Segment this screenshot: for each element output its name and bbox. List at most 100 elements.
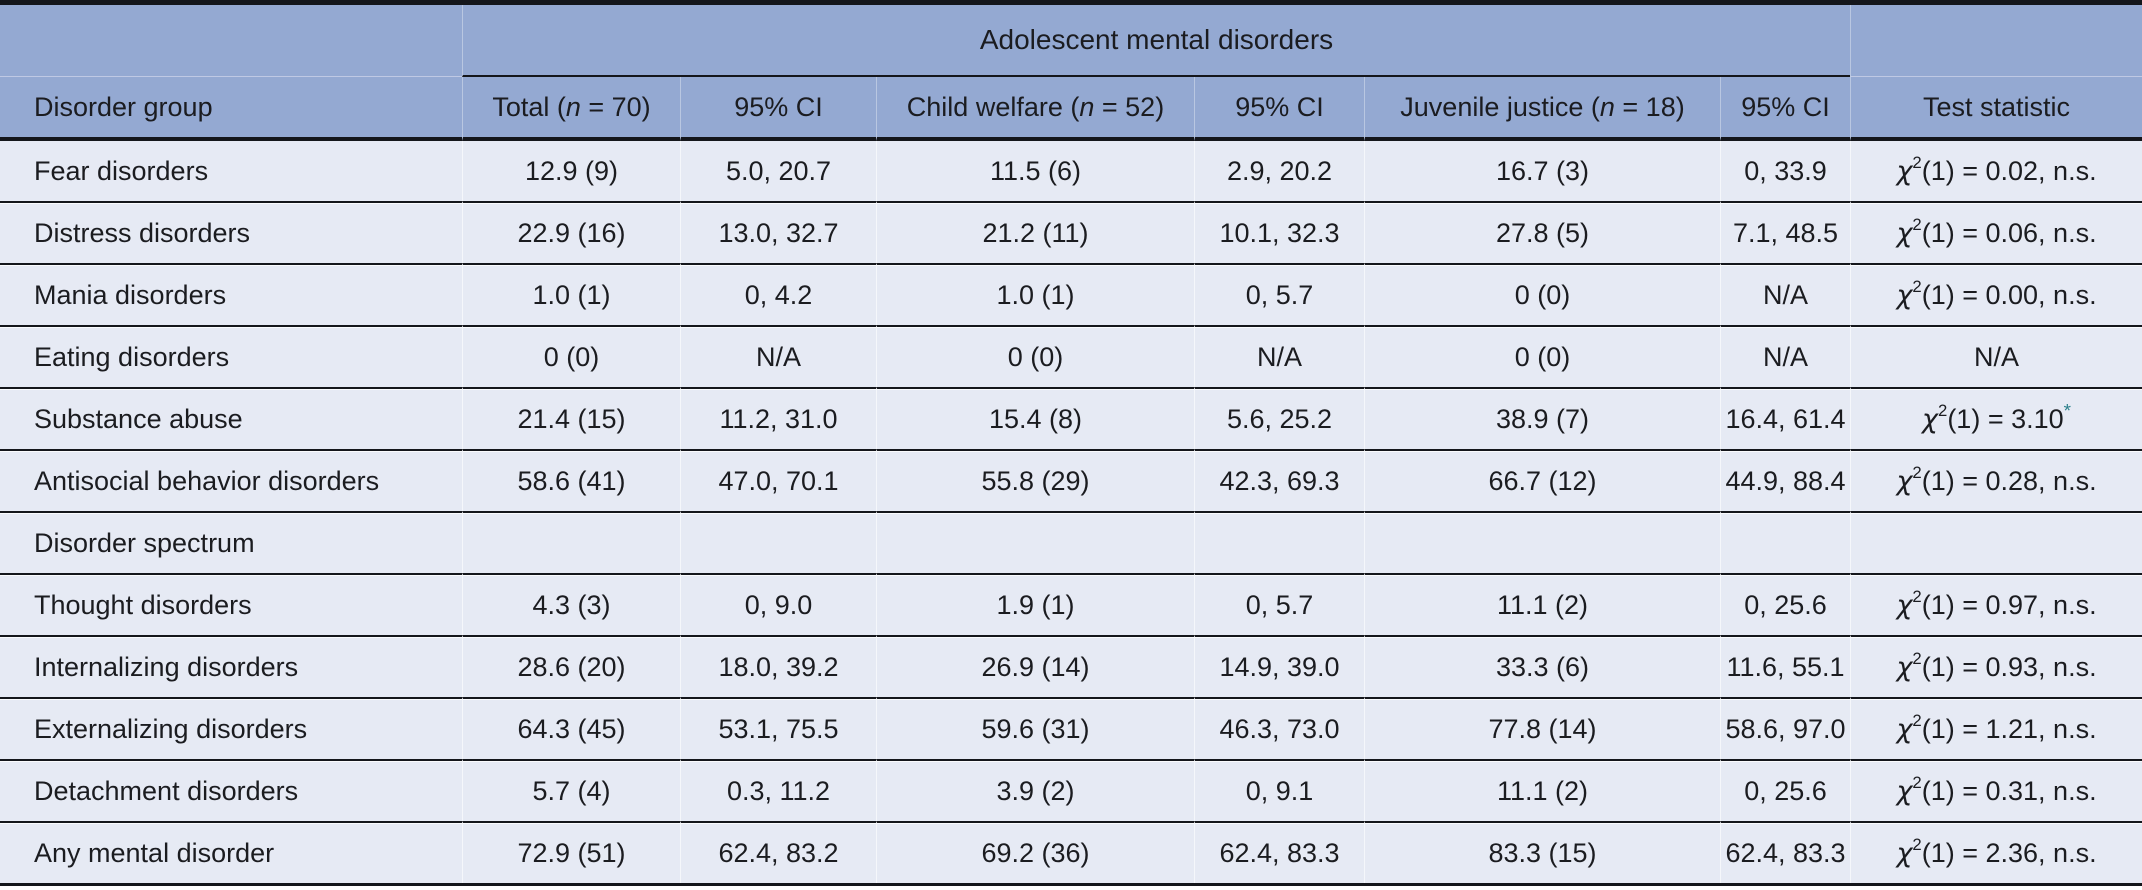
- cell-juvenile-justice: 16.7 (3): [1364, 141, 1720, 201]
- cell-ci-child-welfare: 62.4, 83.3: [1194, 821, 1364, 883]
- cell-juvenile-justice: 66.7 (12): [1364, 449, 1720, 511]
- cell-juvenile-justice: 27.8 (5): [1364, 201, 1720, 263]
- cell-total: 22.9 (16): [462, 201, 680, 263]
- spanner-title: Adolescent mental disorders: [979, 24, 1334, 55]
- cell-child-welfare: 55.8 (29): [876, 449, 1194, 511]
- cell-ci-juvenile-justice: 58.6, 97.0: [1720, 697, 1851, 759]
- row-label: Mania disorders: [0, 263, 462, 325]
- chi-symbol: χ: [1922, 403, 1938, 435]
- cell-juvenile-justice: 0 (0): [1364, 263, 1720, 325]
- cell-ci-child-welfare: 0, 9.1: [1194, 759, 1364, 821]
- cell-ci-juvenile-justice: 0, 25.6: [1720, 573, 1851, 635]
- col-header-ci-child-welfare: 95% CI: [1194, 77, 1364, 141]
- cell-ci-juvenile-justice: N/A: [1720, 263, 1851, 325]
- col-header-label: = 70): [580, 91, 651, 122]
- cell-ci-total: 0.3, 11.2: [680, 759, 876, 821]
- cell-juvenile-justice: 11.1 (2): [1364, 759, 1720, 821]
- cell-juvenile-justice: 33.3 (6): [1364, 635, 1720, 697]
- cell-total: 21.4 (15): [462, 387, 680, 449]
- cell-test-statistic: χ2(1) = 0.00, n.s.: [1850, 263, 2142, 325]
- col-header-total: Total (n = 70): [462, 77, 680, 141]
- cell-ci-juvenile-justice: 11.6, 55.1: [1720, 635, 1851, 697]
- chi-symbol: χ: [1896, 837, 1913, 869]
- col-header-label: 95% CI: [1235, 91, 1324, 122]
- row-label: Thought disorders: [0, 573, 462, 635]
- cell-juvenile-justice: 77.8 (14): [1364, 697, 1720, 759]
- cell-total: 4.3 (3): [462, 573, 680, 635]
- col-header-ci-total: 95% CI: [680, 77, 876, 141]
- table-row: Thought disorders 4.3 (3) 0, 9.0 1.9 (1)…: [0, 573, 2142, 635]
- row-label: Internalizing disorders: [0, 635, 462, 697]
- cell-child-welfare: 59.6 (31): [876, 697, 1194, 759]
- test-statistic-text: (1) = 0.02, n.s.: [1921, 155, 2097, 186]
- test-statistic-text: (1) = 0.97, n.s.: [1921, 589, 2097, 620]
- cell-child-welfare: [876, 511, 1194, 573]
- col-header-label: 95% CI: [1741, 91, 1830, 122]
- table-row: Distress disorders 22.9 (16) 13.0, 32.7 …: [0, 201, 2142, 263]
- cell-ci-child-welfare: 10.1, 32.3: [1194, 201, 1364, 263]
- row-label: Detachment disorders: [0, 759, 462, 821]
- col-header-label: = 52): [1094, 91, 1165, 122]
- cell-total: 64.3 (45): [462, 697, 680, 759]
- cell-ci-total: 53.1, 75.5: [680, 697, 876, 759]
- cell-ci-juvenile-justice: 0, 33.9: [1720, 141, 1851, 201]
- cell-juvenile-justice: 83.3 (15): [1364, 821, 1720, 883]
- cell-ci-total: 13.0, 32.7: [680, 201, 876, 263]
- spanner-corner-cell: [0, 5, 462, 77]
- col-header-juvenile-justice: Juvenile justice (n = 18): [1364, 77, 1720, 141]
- col-header-n: n: [565, 91, 581, 122]
- cell-ci-child-welfare: 42.3, 69.3: [1194, 449, 1364, 511]
- cell-test-statistic: χ2(1) = 0.02, n.s.: [1850, 141, 2142, 201]
- cell-ci-total: N/A: [680, 325, 876, 387]
- col-header-label: Test statistic: [1922, 91, 2071, 122]
- chi-symbol: χ: [1896, 713, 1913, 745]
- cell-juvenile-justice: [1364, 511, 1720, 573]
- col-header-label: Disorder group: [34, 91, 213, 122]
- test-statistic-text: N/A: [1974, 341, 2020, 372]
- cell-test-statistic: χ2(1) = 3.10*: [1850, 387, 2142, 449]
- cell-ci-child-welfare: 0, 5.7: [1194, 263, 1364, 325]
- cell-total: 1.0 (1): [462, 263, 680, 325]
- chi-exponent: 2: [1912, 586, 1922, 606]
- chi-symbol: χ: [1896, 279, 1913, 311]
- cell-ci-total: 0, 4.2: [680, 263, 876, 325]
- cell-child-welfare: 11.5 (6): [876, 141, 1194, 201]
- table-row: Internalizing disorders 28.6 (20) 18.0, …: [0, 635, 2142, 697]
- cell-test-statistic: χ2(1) = 1.21, n.s.: [1850, 697, 2142, 759]
- cell-child-welfare: 1.0 (1): [876, 263, 1194, 325]
- cell-ci-child-welfare: 5.6, 25.2: [1194, 387, 1364, 449]
- chi-symbol: χ: [1896, 589, 1913, 621]
- chi-exponent: 2: [1912, 834, 1922, 854]
- cell-ci-juvenile-justice: 7.1, 48.5: [1720, 201, 1851, 263]
- row-label: Eating disorders: [0, 325, 462, 387]
- chi-exponent: 2: [1912, 648, 1922, 668]
- cell-ci-total: 62.4, 83.2: [680, 821, 876, 883]
- spanner-title-cell: Adolescent mental disorders: [462, 5, 1851, 77]
- row-label: Externalizing disorders: [0, 697, 462, 759]
- col-header-label: = 18): [1614, 91, 1685, 122]
- cell-child-welfare: 26.9 (14): [876, 635, 1194, 697]
- column-header-row: Disorder group Total (n = 70) 95% CI Chi…: [0, 77, 2142, 141]
- test-statistic-text: (1) = 0.31, n.s.: [1921, 775, 2097, 806]
- cell-total: [462, 511, 680, 573]
- cell-ci-juvenile-justice: [1720, 511, 1851, 573]
- cell-child-welfare: 0 (0): [876, 325, 1194, 387]
- table-row: Detachment disorders 5.7 (4) 0.3, 11.2 3…: [0, 759, 2142, 821]
- cell-total: 58.6 (41): [462, 449, 680, 511]
- table-row: Externalizing disorders 64.3 (45) 53.1, …: [0, 697, 2142, 759]
- cell-child-welfare: 15.4 (8): [876, 387, 1194, 449]
- cell-ci-total: 5.0, 20.7: [680, 141, 876, 201]
- cell-ci-juvenile-justice: 62.4, 83.3: [1720, 821, 1851, 883]
- cell-total: 0 (0): [462, 325, 680, 387]
- table-row: Antisocial behavior disorders 58.6 (41) …: [0, 449, 2142, 511]
- cell-juvenile-justice: 11.1 (2): [1364, 573, 1720, 635]
- test-statistic-text: (1) = 0.06, n.s.: [1921, 217, 2097, 248]
- test-statistic-text: (1) = 0.28, n.s.: [1921, 465, 2097, 496]
- cell-test-statistic: χ2(1) = 0.97, n.s.: [1850, 573, 2142, 635]
- chi-symbol: χ: [1896, 155, 1913, 187]
- col-header-label: Juvenile justice (: [1400, 91, 1600, 122]
- cell-ci-total: 0, 9.0: [680, 573, 876, 635]
- cell-child-welfare: 21.2 (11): [876, 201, 1194, 263]
- cell-ci-child-welfare: 0, 5.7: [1194, 573, 1364, 635]
